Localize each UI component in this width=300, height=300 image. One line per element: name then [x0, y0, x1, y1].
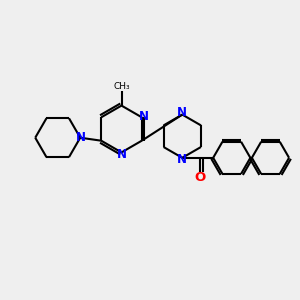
Text: N: N: [177, 106, 187, 119]
Text: N: N: [139, 110, 149, 123]
Text: CH₃: CH₃: [113, 82, 130, 91]
Text: N: N: [117, 148, 127, 161]
Text: N: N: [76, 130, 86, 144]
Text: N: N: [177, 153, 187, 166]
Text: O: O: [195, 171, 206, 184]
